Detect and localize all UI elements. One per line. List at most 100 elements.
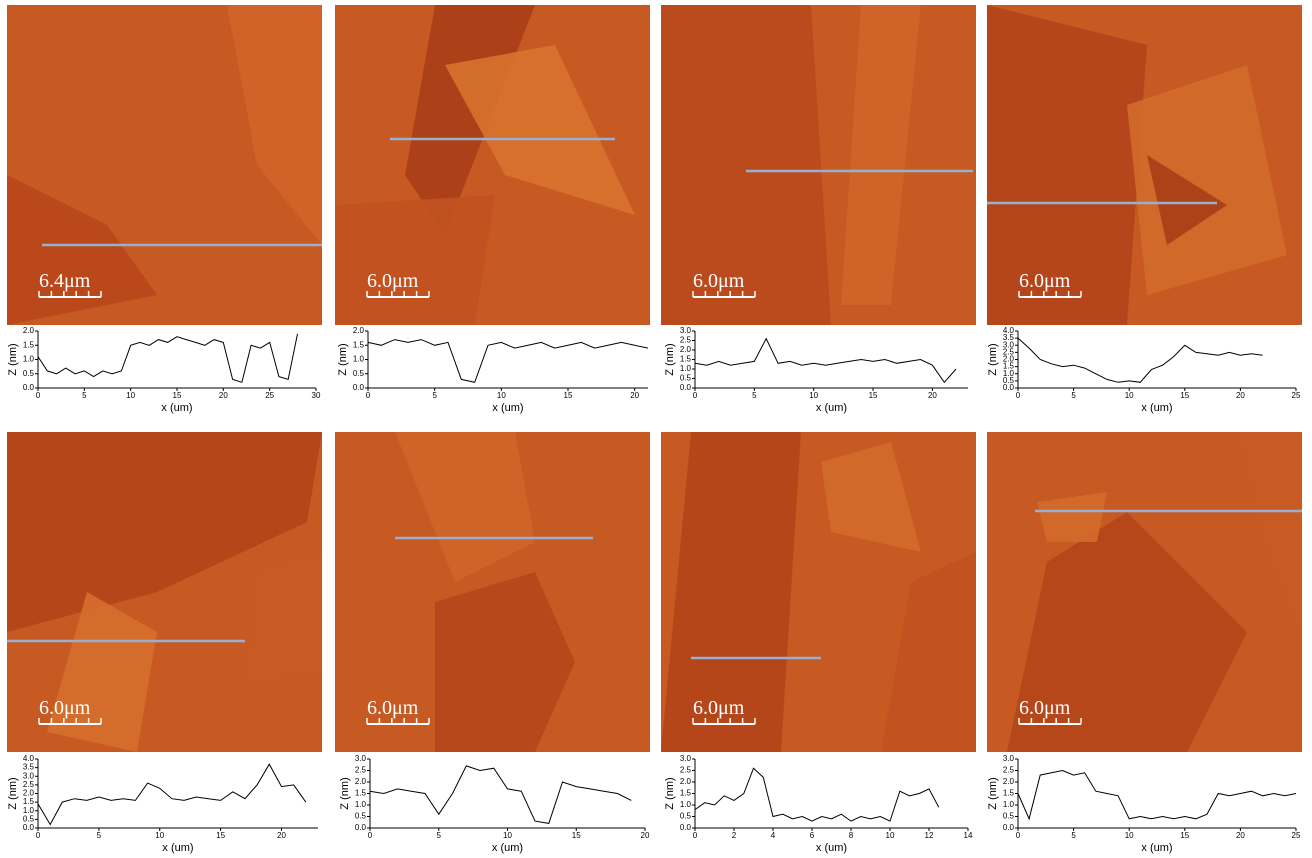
y-tick-label: 0.5 bbox=[1003, 812, 1015, 821]
image-content bbox=[7, 432, 322, 752]
image-content bbox=[987, 5, 1302, 325]
y-tick-label: 0.0 bbox=[355, 823, 367, 832]
x-tick-label: 25 bbox=[265, 391, 274, 400]
x-tick-label: 10 bbox=[809, 391, 818, 400]
y-tick-label: 0.5 bbox=[355, 812, 367, 821]
y-tick-label: 1.0 bbox=[680, 800, 692, 809]
x-tick-label: 0 bbox=[693, 391, 698, 400]
profile bbox=[694, 767, 940, 822]
scale-bar-label: 6.0μm bbox=[693, 270, 745, 292]
domain bbox=[1037, 492, 1107, 542]
domain bbox=[7, 175, 157, 325]
y-tick-label: 1.5 bbox=[680, 355, 692, 364]
x-tick-label: 15 bbox=[216, 831, 225, 840]
x-tick-label: 30 bbox=[312, 391, 321, 400]
x-tick-label: 20 bbox=[641, 831, 650, 840]
image-content bbox=[7, 5, 322, 325]
domain bbox=[445, 45, 635, 215]
domain bbox=[1147, 155, 1227, 245]
x-tick-label: 0 bbox=[368, 831, 373, 840]
x-tick-label: 12 bbox=[925, 831, 934, 840]
afm-image: 6.4μm bbox=[7, 5, 322, 325]
x-tick-label: 15 bbox=[1180, 831, 1189, 840]
y-tick-label: 1.0 bbox=[680, 364, 692, 373]
afm-image: 6.0μm bbox=[987, 5, 1302, 325]
y-axis-label: Z (nm) bbox=[339, 777, 351, 809]
x-tick-label: 20 bbox=[277, 831, 286, 840]
y-tick-label: 3.0 bbox=[355, 754, 367, 763]
y-tick-label: 1.5 bbox=[23, 797, 35, 806]
domain bbox=[661, 5, 831, 325]
y-tick-label: 0.5 bbox=[1003, 376, 1015, 385]
domain bbox=[841, 5, 921, 305]
y-tick-label: 2.0 bbox=[680, 345, 692, 354]
x-tick-label: 6 bbox=[810, 831, 815, 840]
domain bbox=[435, 572, 575, 752]
afm-image: 6.0μm bbox=[987, 432, 1302, 752]
y-axis-label: Z (nm) bbox=[664, 343, 676, 375]
x-tick-label: 25 bbox=[1292, 831, 1301, 840]
y-tick-label: 2.5 bbox=[1003, 347, 1015, 356]
y-tick-label: 2.0 bbox=[680, 777, 692, 786]
x-tick-label: 15 bbox=[869, 391, 878, 400]
domain bbox=[247, 552, 322, 682]
x-tick-label: 15 bbox=[572, 831, 581, 840]
domain bbox=[1237, 432, 1302, 632]
y-tick-label: 1.5 bbox=[1003, 789, 1015, 798]
y-tick-label: 2.0 bbox=[1003, 355, 1015, 364]
y-axis-label: Z (nm) bbox=[7, 777, 19, 809]
x-tick-label: 10 bbox=[1125, 391, 1134, 400]
y-axis-label: Z (nm) bbox=[7, 343, 19, 375]
profile bbox=[369, 765, 632, 824]
y-tick-label: 4.0 bbox=[1003, 326, 1015, 335]
y-tick-label: 1.0 bbox=[1003, 369, 1015, 378]
x-tick-label: 25 bbox=[1292, 391, 1301, 400]
x-tick-label: 5 bbox=[1071, 391, 1076, 400]
x-tick-label: 5 bbox=[752, 391, 757, 400]
image-content bbox=[661, 432, 976, 752]
x-tick-label: 8 bbox=[849, 831, 854, 840]
scale-bar-label: 6.0μm bbox=[693, 697, 745, 719]
x-tick-label: 15 bbox=[173, 391, 182, 400]
y-tick-label: 0.0 bbox=[680, 823, 692, 832]
x-tick-label: 4 bbox=[771, 831, 776, 840]
x-tick-label: 0 bbox=[1016, 391, 1021, 400]
x-tick-label: 20 bbox=[630, 391, 639, 400]
y-tick-label: 1.0 bbox=[23, 355, 35, 364]
x-tick-label: 10 bbox=[503, 831, 512, 840]
image-content bbox=[987, 432, 1302, 752]
y-tick-label: 2.5 bbox=[1003, 766, 1015, 775]
x-tick-label: 0 bbox=[366, 391, 371, 400]
image-content bbox=[335, 5, 650, 325]
y-tick-label: 0.0 bbox=[23, 383, 35, 392]
afm-image: 6.0μm bbox=[7, 432, 322, 752]
x-tick-label: 20 bbox=[1236, 391, 1245, 400]
x-tick-label: 0 bbox=[693, 831, 698, 840]
y-tick-label: 0.0 bbox=[680, 383, 692, 392]
afm-image: 6.0μm bbox=[335, 432, 650, 752]
y-tick-label: 2.0 bbox=[23, 326, 35, 335]
x-tick-label: 0 bbox=[1016, 831, 1021, 840]
y-tick-label: 2.5 bbox=[680, 766, 692, 775]
profile bbox=[1017, 769, 1297, 821]
x-tick-label: 5 bbox=[82, 391, 87, 400]
afm-image: 6.0μm bbox=[335, 5, 650, 325]
domain bbox=[335, 195, 495, 325]
y-tick-label: 1.0 bbox=[353, 355, 365, 364]
x-tick-label: 14 bbox=[964, 831, 973, 840]
x-tick-label: 5 bbox=[437, 831, 442, 840]
y-tick-label: 2.0 bbox=[23, 789, 35, 798]
x-tick-label: 10 bbox=[155, 831, 164, 840]
x-tick-label: 5 bbox=[97, 831, 102, 840]
domain bbox=[987, 5, 1147, 325]
afm-image: 6.0μm bbox=[661, 432, 976, 752]
y-axis-label: Z (nm) bbox=[987, 343, 999, 375]
scale-bar-label: 6.0μm bbox=[1019, 270, 1071, 292]
y-tick-label: 3.0 bbox=[1003, 340, 1015, 349]
x-tick-label: 15 bbox=[564, 391, 573, 400]
domain bbox=[881, 552, 976, 752]
y-tick-label: 0.5 bbox=[353, 369, 365, 378]
domain bbox=[1007, 512, 1247, 752]
x-tick-label: 10 bbox=[1125, 831, 1134, 840]
scale-bar-label: 6.4μm bbox=[39, 270, 91, 292]
